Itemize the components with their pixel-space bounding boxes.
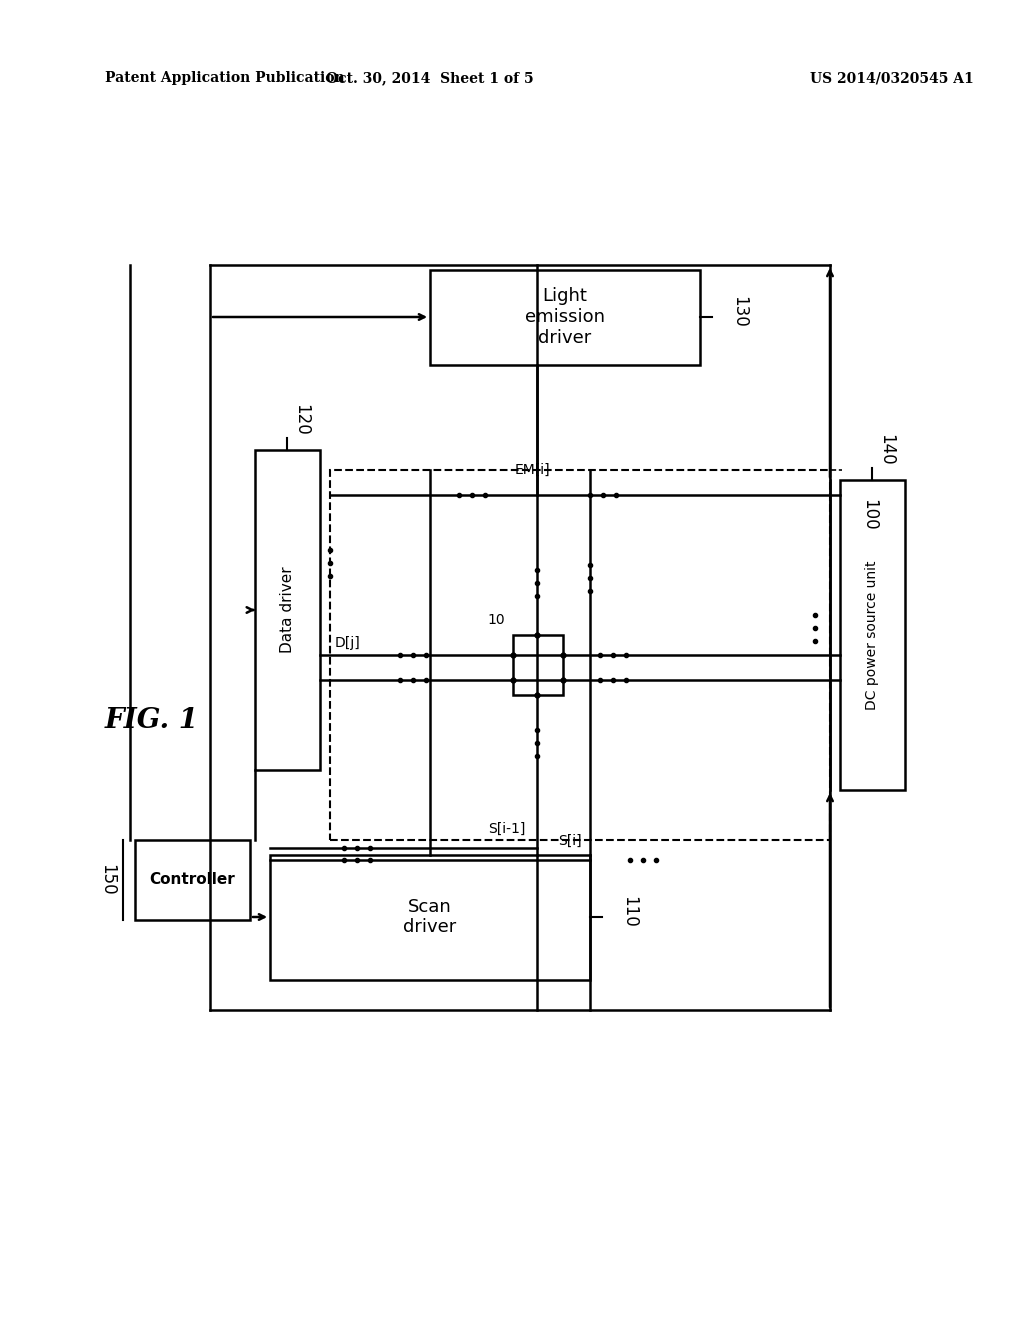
Text: US 2014/0320545 A1: US 2014/0320545 A1 — [810, 71, 974, 84]
Bar — [430, 271, 700, 366]
Bar — [135, 840, 250, 920]
Text: Data driver: Data driver — [280, 566, 295, 653]
Text: 110: 110 — [620, 896, 638, 928]
Text: 100: 100 — [860, 499, 878, 531]
Text: 150: 150 — [98, 865, 116, 896]
Text: Controller: Controller — [150, 873, 234, 887]
Text: S[i-1]: S[i-1] — [488, 822, 525, 836]
Text: Scan
driver: Scan driver — [403, 898, 457, 936]
Text: Light
emission
driver: Light emission driver — [525, 288, 605, 347]
Bar — [840, 480, 905, 789]
Text: Patent Application Publication: Patent Application Publication — [105, 71, 345, 84]
Bar — [330, 470, 830, 840]
Bar — [255, 450, 319, 770]
Text: FIG. 1: FIG. 1 — [105, 706, 199, 734]
Text: 120: 120 — [292, 404, 310, 436]
Text: DC power source unit: DC power source unit — [865, 560, 879, 710]
Text: D[j]: D[j] — [335, 636, 360, 649]
Text: 10: 10 — [487, 612, 505, 627]
Text: Oct. 30, 2014  Sheet 1 of 5: Oct. 30, 2014 Sheet 1 of 5 — [327, 71, 534, 84]
Text: EM[i]: EM[i] — [514, 463, 550, 477]
Bar — [270, 855, 590, 979]
Text: 140: 140 — [877, 434, 895, 466]
Text: S[i]: S[i] — [558, 834, 582, 847]
Bar — [513, 635, 563, 696]
Text: 130: 130 — [730, 296, 748, 327]
